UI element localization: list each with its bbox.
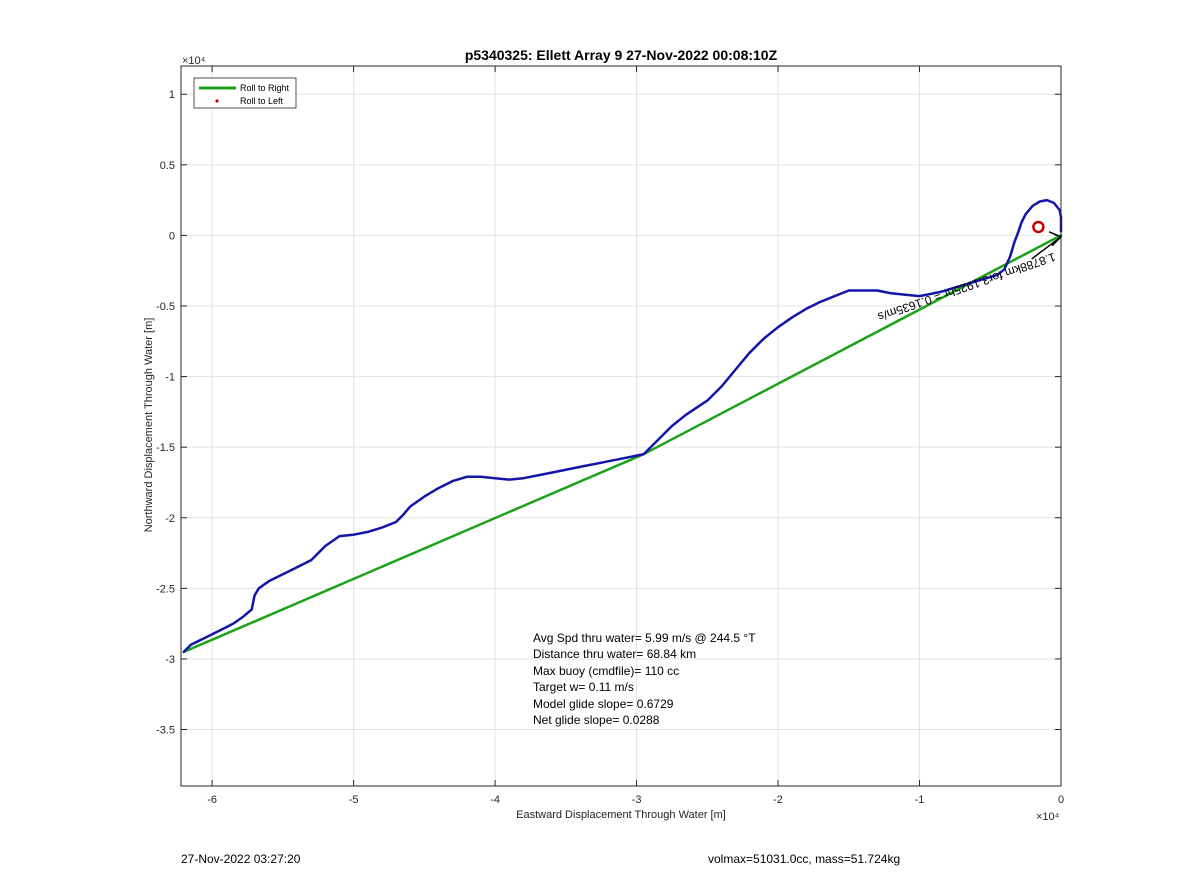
stat-max-buoy: Max buoy (cmdfile)= 110 cc — [533, 664, 679, 678]
y-tick-label: -0.5 — [156, 301, 175, 313]
x-exponent-label: ×10⁴ — [1036, 811, 1060, 823]
legend-label-roll-left: Roll to Left — [240, 96, 284, 106]
axes: -6 -5 -4 -3 -2 -1 0 1 0.5 0 -0.5 -1 -1.5 -2 -2.5 -3 -3.5 — [156, 65, 1064, 806]
y-tick-label: 1 — [169, 89, 175, 101]
legend-swatch-roll-left — [215, 99, 219, 103]
y-tick-label: 0.5 — [160, 160, 175, 172]
y-tick-label: -1 — [165, 372, 175, 384]
y-exponent-label: ×10⁴ — [182, 55, 206, 67]
y-tick-label: -1.5 — [156, 442, 175, 454]
footer-info: volmax=51031.0cc, mass=51.724kg — [708, 852, 901, 866]
x-tick-label: -1 — [915, 794, 925, 806]
legend-label-roll-right: Roll to Right — [240, 83, 290, 93]
y-tick-label: -2 — [165, 513, 175, 525]
x-tick-label: -4 — [490, 794, 500, 806]
y-axis-label: Northward Displacement Through Water [m] — [143, 318, 155, 533]
x-axis-label: Eastward Displacement Through Water [m] — [516, 809, 726, 821]
y-tick-label: -3.5 — [156, 725, 175, 737]
series-line-trajectory — [182, 198, 1063, 654]
stat-model-glide: Model glide slope= 0.6729 — [533, 697, 674, 711]
start-marker — [1032, 220, 1045, 234]
legend: Roll to Right Roll to Left — [193, 77, 297, 109]
stat-distance: Distance thru water= 68.84 km — [533, 647, 696, 661]
series-layer: 1.8788km for3.1925hr = 0.1635m/s — [182, 198, 1063, 654]
x-tick-label: -3 — [632, 794, 642, 806]
grid — [181, 66, 1062, 786]
y-tick-label: -3 — [165, 654, 175, 666]
legend-box — [193, 77, 297, 109]
footer-timestamp: 27-Nov-2022 03:27:20 — [181, 852, 301, 866]
stat-target-w: Target w= 0.11 m/s — [533, 680, 634, 694]
stat-avg-speed: Avg Spd thru water= 5.99 m/s @ 244.5 °T — [533, 631, 756, 645]
stat-net-glide: Net glide slope= 0.0288 — [533, 713, 660, 727]
y-tick-label: 0 — [169, 230, 175, 242]
current-annotation-text: 1.8788km for3.1925hr = 0.1635m/s — [876, 250, 1057, 324]
x-tick-label: -6 — [207, 794, 217, 806]
x-tick-label: 0 — [1058, 794, 1064, 806]
x-tick-label: -5 — [349, 794, 359, 806]
stats-text-block: Avg Spd thru water= 5.99 m/s @ 244.5 °T … — [533, 631, 756, 727]
y-tick-label: -2.5 — [156, 583, 175, 595]
x-tick-label: -2 — [773, 794, 783, 806]
plot-area-border — [180, 65, 1062, 787]
chart-title: p5340325: Ellett Array 9 27-Nov-2022 00:… — [465, 47, 778, 63]
current-arrow-shaft — [1031, 236, 1062, 260]
